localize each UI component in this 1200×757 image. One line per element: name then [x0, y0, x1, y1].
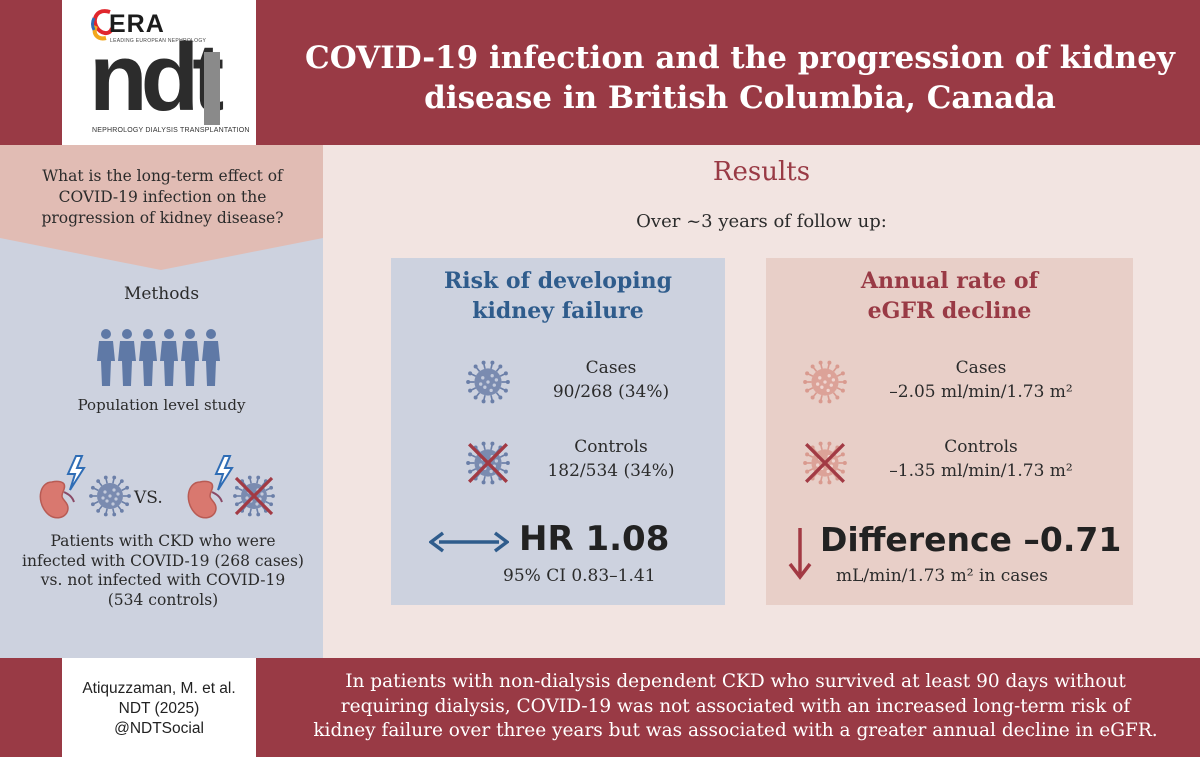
- virus-crossed-icon: [466, 441, 510, 485]
- conclusion-text: In patients with non-dialysis dependent …: [313, 671, 1158, 741]
- kidney-lightning-icon: [187, 455, 234, 519]
- citation-box: [62, 658, 256, 757]
- era-tagline: LEADING EUROPEAN NEPHROLOGY: [110, 38, 207, 44]
- double-arrow-icon: [429, 531, 509, 553]
- patients-description: Patients with CKD who were infected with…: [22, 532, 304, 609]
- question-arrow: [0, 238, 323, 270]
- kidney-lightning-icon: [39, 455, 86, 519]
- ndt-logo-text: ndt: [89, 24, 224, 131]
- kidney-failure-panel: Risk of developing kidney failure Cases …: [391, 258, 725, 605]
- controls-row: Controls 182/534 (34%): [547, 437, 675, 481]
- virus-crossed-icon: [233, 475, 275, 517]
- research-question: What is the long-term effect of COVID-19…: [41, 167, 284, 227]
- population-study-label: Population level study: [77, 396, 246, 414]
- citation: Atiquzzaman, M. et al. NDT (2025) @NDTSo…: [82, 680, 236, 737]
- egfr-decline-title: Annual rate of eGFR decline: [860, 268, 1039, 324]
- kidney-failure-title: Risk of developing kidney failure: [443, 268, 673, 324]
- vs-label: VS.: [134, 488, 163, 508]
- era-logo-text: ERA: [109, 10, 165, 38]
- people-group-icon: [97, 329, 220, 386]
- controls-row: Controls –1.35 ml/min/1.73 m²: [889, 437, 1073, 481]
- ndt-logo-subtitle: NEPHROLOGY DIALYSIS TRANSPLANTATION: [92, 127, 250, 134]
- virus-icon: [803, 360, 847, 404]
- hazard-ratio: HR 1.08: [519, 519, 670, 559]
- cases-row: Cases –2.05 ml/min/1.73 m²: [889, 358, 1073, 402]
- down-arrow-icon: [788, 528, 812, 580]
- results-heading: Results: [712, 157, 811, 187]
- followup-label: Over ~3 years of follow up:: [636, 211, 887, 232]
- journal-logo: ERA LEADING EUROPEAN NEPHROLOGY ndt NEPH…: [62, 0, 256, 145]
- virus-crossed-icon: [803, 441, 847, 485]
- question-box: [0, 145, 323, 238]
- confidence-interval: 95% CI 0.83–1.41: [503, 566, 656, 586]
- egfr-difference-unit: mL/min/1.73 m² in cases: [836, 566, 1048, 586]
- page-title: COVID-19 infection and the progression o…: [305, 40, 1175, 116]
- virus-icon: [89, 475, 131, 517]
- methods-heading: Methods: [123, 284, 200, 304]
- egfr-difference: Difference –0.71: [820, 520, 1122, 559]
- cases-row: Cases 90/268 (34%): [552, 358, 670, 402]
- era-swirl-icon: [91, 9, 114, 41]
- egfr-decline-panel: Annual rate of eGFR decline Cases –2.05 …: [766, 258, 1133, 605]
- virus-icon: [466, 360, 510, 404]
- ndt-logo-bar: [204, 52, 220, 125]
